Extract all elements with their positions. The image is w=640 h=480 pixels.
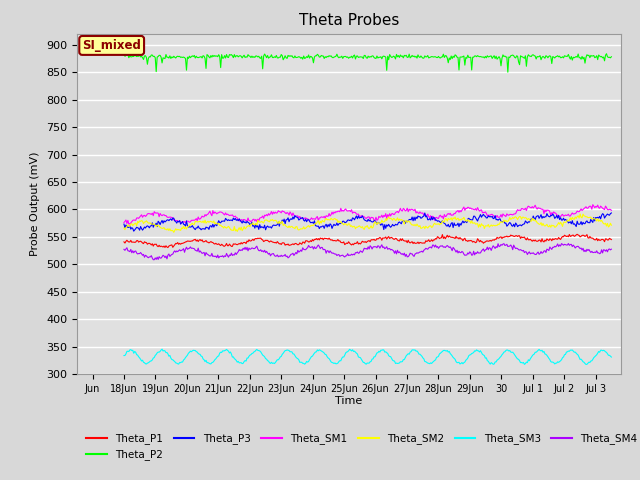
Theta_P2 [120,52,128,58]
Theta_SM1 [520,206,528,212]
Theta_P2 [410,53,418,59]
Line: Theta_P2: Theta_P2 [124,54,611,72]
Theta_SM1 [607,207,615,213]
Theta_P1 [607,237,615,242]
Theta_SM3 [353,350,360,356]
Theta_P1 [573,231,581,237]
Line: Theta_SM4: Theta_SM4 [124,243,611,260]
Theta_P1 [120,239,128,245]
Theta_SM4 [520,250,528,255]
Theta_SM4 [564,240,572,246]
Y-axis label: Probe Output (mV): Probe Output (mV) [30,152,40,256]
Theta_SM2 [607,222,615,228]
Theta_SM2 [385,214,392,220]
Theta_SM3 [158,346,166,352]
Theta_SM1 [120,219,128,225]
X-axis label: Time: Time [335,396,362,406]
Theta_P1 [598,237,605,242]
Theta_SM3 [411,347,419,353]
Theta_P3 [120,221,128,227]
Theta_SM2 [120,225,128,231]
Legend: Theta_P1, Theta_P2, Theta_P3, Theta_SM1, Theta_SM2, Theta_SM3, Theta_SM4: Theta_P1, Theta_P2, Theta_P3, Theta_SM1,… [82,429,640,465]
Theta_P1 [356,240,364,246]
Theta_P3 [385,221,392,227]
Theta_P1 [353,240,360,246]
Theta_P3 [607,210,615,216]
Theta_P2 [596,54,604,60]
Theta_P2 [607,54,615,60]
Theta_P2 [520,55,528,61]
Theta_SM1 [385,214,392,219]
Theta_P3 [411,217,419,223]
Theta_P1 [385,234,392,240]
Theta_SM2 [170,229,178,235]
Theta_SM4 [120,246,128,252]
Theta_SM2 [520,215,528,221]
Line: Theta_P3: Theta_P3 [124,213,611,231]
Theta_SM2 [411,222,419,228]
Theta_SM3 [385,353,392,359]
Theta_SM4 [356,250,364,256]
Line: Theta_SM1: Theta_SM1 [124,204,611,224]
Text: SI_mixed: SI_mixed [82,39,141,52]
Theta_P1 [164,245,172,251]
Theta_P3 [353,213,360,219]
Theta_SM4 [385,246,392,252]
Line: Theta_SM3: Theta_SM3 [124,349,611,364]
Theta_P2 [504,69,511,75]
Theta_SM4 [411,251,419,257]
Theta_SM2 [353,224,360,230]
Theta_SM3 [120,353,128,359]
Theta_SM3 [582,361,590,367]
Theta_P3 [130,228,138,234]
Theta_SM4 [598,247,605,252]
Theta_P1 [411,240,419,246]
Theta_SM2 [576,211,584,217]
Theta_P3 [596,216,604,222]
Theta_SM1 [356,213,364,219]
Theta_SM2 [356,223,364,228]
Line: Theta_P1: Theta_P1 [124,234,611,248]
Theta_SM1 [353,211,360,217]
Theta_SM4 [150,257,158,263]
Theta_P2 [603,51,611,57]
Theta_SM1 [411,206,419,212]
Theta_P3 [356,215,364,221]
Theta_SM3 [356,355,364,360]
Theta_P2 [355,55,362,60]
Theta_SM3 [520,361,528,367]
Theta_SM2 [598,217,605,223]
Theta_SM3 [598,348,605,353]
Theta_SM4 [353,250,360,256]
Theta_P2 [384,53,392,59]
Theta_SM1 [598,204,605,210]
Line: Theta_SM2: Theta_SM2 [124,214,611,232]
Theta_SM1 [589,202,596,207]
Theta_SM3 [607,354,615,360]
Theta_SM4 [607,246,615,252]
Title: Theta Probes: Theta Probes [299,13,399,28]
Theta_P3 [520,221,528,227]
Theta_SM1 [125,221,132,227]
Theta_P1 [520,234,528,240]
Theta_P2 [351,56,359,62]
